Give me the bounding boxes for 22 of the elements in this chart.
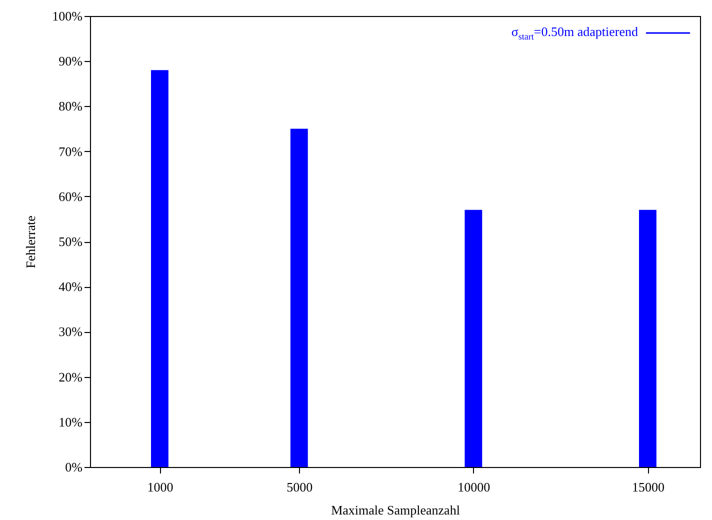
x-tick-label: 15000: [632, 480, 664, 494]
y-tick-label: 100%: [52, 8, 83, 24]
y-tick-label: 0%: [65, 460, 83, 474]
y-axis-title: Fehlerrate: [23, 215, 38, 268]
bar: [290, 128, 308, 467]
y-tick-label: 30%: [58, 324, 83, 340]
y-tick-label: 90%: [58, 54, 83, 69]
bar: [639, 210, 656, 467]
x-tick-label: 5000: [286, 480, 313, 494]
bar: [151, 70, 168, 467]
y-tick-label: 20%: [58, 369, 83, 384]
y-tick-label: 10%: [58, 414, 83, 430]
legend-label: σ$_{start}$=0.50m adaptierend: [511, 24, 638, 42]
y-tick-label: 40%: [58, 279, 83, 294]
x-tick-label: 10000: [458, 480, 490, 494]
y-tick-label: 50%: [58, 234, 83, 249]
x-tick-label: 1000: [147, 480, 174, 494]
bar: [464, 210, 482, 467]
y-tick-label: 80%: [58, 98, 83, 114]
y-tick-label: 70%: [58, 144, 83, 159]
y-tick-label: 60%: [58, 188, 83, 204]
x-axis-title: Maximale Sampleanzahl: [331, 502, 460, 518]
